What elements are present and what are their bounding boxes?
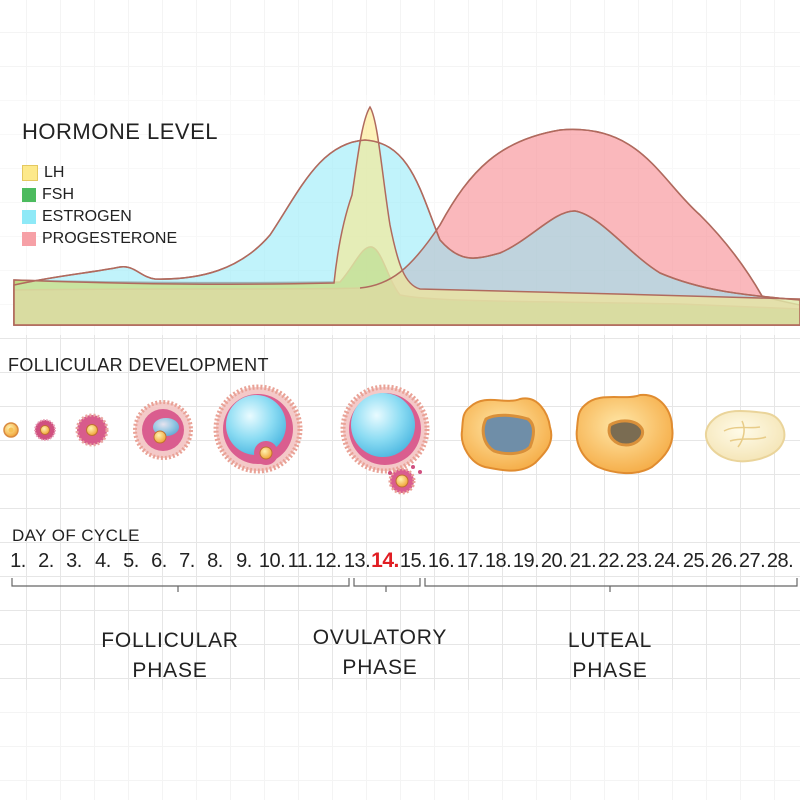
ovulatory-phase-line1: OVULATORY [312,626,448,649]
ruptured-follicle [460,397,553,472]
day-label: 27. [738,550,766,572]
day-label: 21. [569,550,597,572]
corpus-albicans [704,409,786,463]
day-label: 6. [151,550,167,572]
legend-label-lh: LH [44,164,65,181]
hormone-level-title: HORMONE LEVEL [22,119,218,144]
legend-item-estrogen: ESTROGEN [22,206,177,228]
day-label: 5. [123,550,139,572]
day-label: 19. [512,550,540,572]
day-label: 3. [66,550,82,572]
progesterone-outline [359,128,763,297]
lh-area [13,105,800,326]
day-label: 22. [597,550,625,572]
day-of-cycle-title: DAY OF CYCLE [12,526,140,545]
follicular-bracket [11,578,350,592]
legend-swatch-estrogen [22,210,36,224]
luteal-phase-line2: PHASE [572,659,648,682]
ovulatory-phase-label: OVULATORY PHASE [295,623,465,683]
legend-label-estrogen: ESTROGEN [42,208,132,225]
day-label: 26. [710,550,738,572]
luteal-phase-label: LUTEAL PHASE [540,626,680,686]
bottom-band [0,690,800,800]
follicular-development-title: FOLLICULAR DEVELOPMENT [8,355,269,375]
day-label: 1. [10,550,26,572]
follicle-illustrations [3,384,786,495]
day-list: 1. 2. 3. 4. 5. 6. 7. 8. 9. 10. 11. 12. 1… [0,546,800,576]
hormone-legend: LH FSH ESTROGEN PROGESTERONE [22,162,177,250]
ovulatory-phase-line2: PHASE [342,656,418,679]
ovulatory-bracket [353,578,421,592]
estrogen-outline [13,139,800,301]
legend-item-lh: LH [22,162,177,184]
secondary-follicle [75,413,109,447]
day-label: 11. [287,550,313,572]
day-label: 15. [399,550,427,572]
corpus-luteum [575,393,674,474]
legend-swatch-progesterone [22,232,36,246]
luteal-bracket [424,578,798,592]
luteal-phase-line1: LUTEAL [567,629,653,652]
day-label: 4. [95,550,111,572]
day-label: 13. [343,550,371,572]
day-label: 24. [653,550,681,572]
top-band [0,0,800,95]
legend-swatch-fsh [22,188,36,202]
follicular-phase-label: FOLLICULAR PHASE [80,626,260,686]
day-label: 7. [179,550,195,572]
hormone-chart [0,95,800,335]
legend-label-fsh: FSH [42,186,74,203]
primordial-follicle [3,422,19,438]
day-label-highlighted: 14. [371,549,399,572]
legend-item-fsh: FSH [22,184,177,206]
day-label: 23. [625,550,653,572]
follicular-phase-line1: FOLLICULAR [101,629,239,652]
day-label: 9. [236,550,252,572]
tertiary-follicle [213,384,303,474]
day-label: 20. [540,550,568,572]
follicular-phase-line2: PHASE [132,659,208,682]
day-label: 28. [766,550,794,572]
day-label: 18. [484,550,512,572]
early-antral-follicle [133,400,193,460]
day-label: 25. [682,550,710,572]
graafian-follicle [340,384,430,495]
day-label: 17. [456,550,484,572]
day-label: 16. [427,550,455,572]
legend-item-progesterone: PROGESTERONE [22,228,177,250]
day-label: 8. [207,550,223,572]
day-label: 10. [258,550,286,572]
day-label: 2. [38,550,54,572]
phase-timeline [11,578,798,592]
primary-follicle [34,419,56,441]
legend-swatch-lh [22,165,38,181]
day-label: 12. [314,550,342,572]
legend-label-progesterone: PROGESTERONE [42,230,178,247]
